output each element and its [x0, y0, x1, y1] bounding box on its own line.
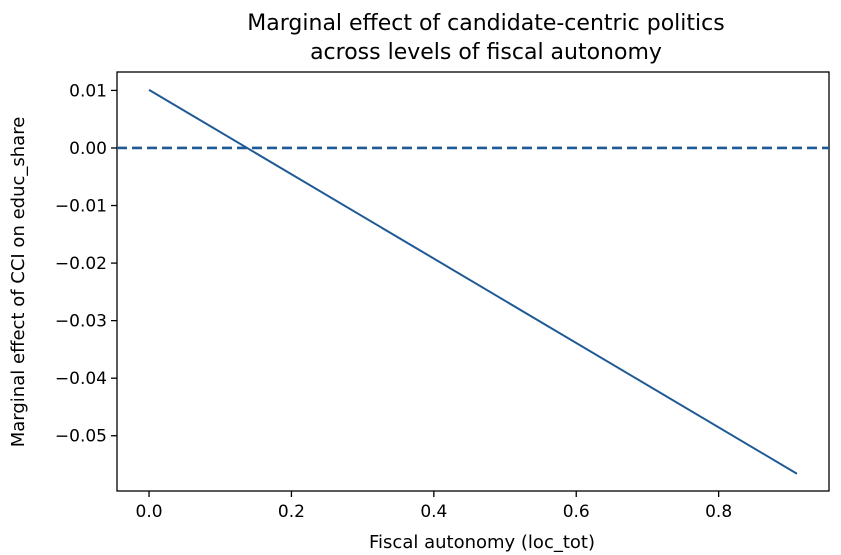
y-tick-label-6: −0.05 [55, 427, 107, 447]
x-tick-label-2: 0.4 [420, 502, 447, 522]
x-tick-label-3: 0.6 [563, 502, 590, 522]
y-axis-label: Marginal effect of CCI on educ_share [8, 117, 29, 448]
y-tick-label-4: −0.03 [55, 312, 107, 332]
x-tick-label-4: 0.8 [705, 502, 732, 522]
x-tick-label-1: 0.2 [278, 502, 305, 522]
plot-area: 0.0 0.2 0.4 0.6 0.8 0.01 0.00 −0.01 −0.02 −0.03 −0… [55, 71, 830, 522]
y-tick-label-0: 0.01 [69, 81, 107, 101]
y-tick-label-5: −0.04 [55, 369, 107, 389]
x-tick-label-0: 0.0 [136, 502, 163, 522]
chart-title-line-1: Marginal effect of candidate-centric pol… [247, 11, 724, 36]
x-axis-label: Fiscal autonomy (loc_tot) [369, 532, 595, 553]
marginal-effect-line [148, 88, 798, 475]
chart-title-line-2: across levels of fiscal autonomy [310, 40, 662, 65]
y-tick-label-3: −0.02 [55, 254, 107, 274]
y-tick-label-1: 0.00 [69, 139, 107, 159]
axes-frame [116, 71, 830, 492]
y-tick-label-2: −0.01 [55, 197, 107, 217]
